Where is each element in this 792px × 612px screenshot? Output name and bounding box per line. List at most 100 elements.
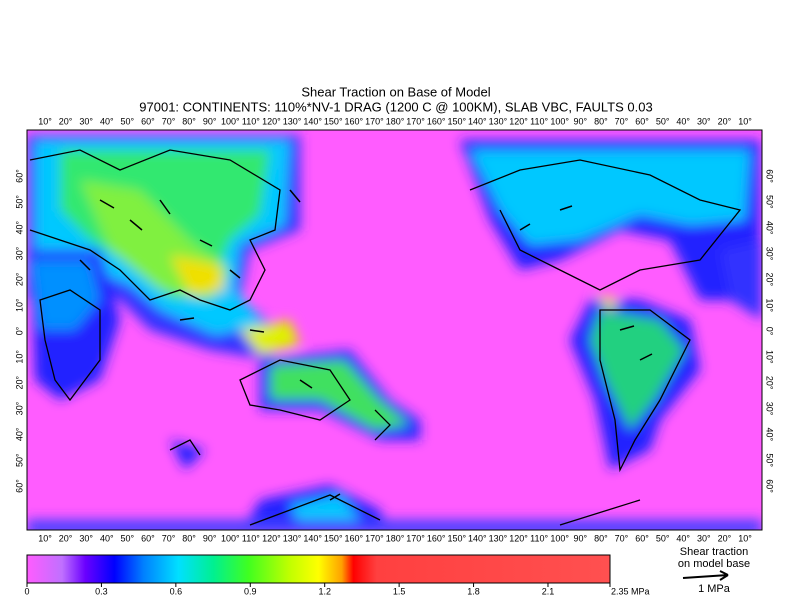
latitude-label: 40°: [14, 427, 24, 441]
longitude-label: 170°: [365, 116, 384, 126]
longitude-label: 100°: [221, 533, 240, 543]
longitude-label: 20°: [59, 533, 73, 543]
longitude-label: 130°: [489, 116, 508, 126]
longitude-label: 50°: [656, 533, 670, 543]
latitude-label: 10°: [14, 350, 24, 364]
map: [27, 130, 762, 530]
longitude-label: 160°: [427, 533, 446, 543]
latitude-label: 20°: [14, 375, 24, 389]
longitude-label: 140°: [468, 116, 487, 126]
colorbar-tick-label: 0.6: [170, 586, 183, 596]
colorbar-tick-label: 0.9: [244, 586, 257, 596]
latitude-label: 10°: [765, 298, 775, 312]
colorbar-tick-label: 0: [24, 586, 29, 596]
longitude-label: 70°: [162, 533, 176, 543]
latitude-label: 40°: [765, 221, 775, 235]
longitude-label: 90°: [203, 116, 217, 126]
longitude-label: 20°: [59, 116, 73, 126]
longitude-label: 30°: [79, 116, 93, 126]
longitude-label: 70°: [615, 533, 629, 543]
longitude-label: 180°: [386, 533, 405, 543]
longitude-label: 150°: [447, 533, 466, 543]
longitude-label: 120°: [262, 116, 281, 126]
longitude-label: 130°: [489, 533, 508, 543]
legend-arrow: [682, 570, 729, 581]
longitude-label: 50°: [656, 116, 670, 126]
longitude-label: 130°: [283, 533, 302, 543]
traction-arrows: [79, 189, 653, 501]
latitude-label: 20°: [765, 273, 775, 287]
longitude-label: 110°: [242, 533, 260, 543]
longitude-label: 180°: [386, 116, 405, 126]
latitude-label: 0°: [765, 327, 775, 336]
longitude-label: 160°: [345, 533, 364, 543]
longitude-label: 60°: [635, 533, 649, 543]
longitude-label: 100°: [550, 116, 569, 126]
longitude-label: 10°: [38, 116, 52, 126]
longitude-label: 50°: [121, 116, 135, 126]
colorbar-tick-label: 1.8: [467, 586, 480, 596]
latitude-label: 50°: [14, 453, 24, 467]
longitude-label: 60°: [141, 116, 155, 126]
latitude-label: 60°: [765, 479, 775, 493]
legend-title: Shear traction: [680, 546, 748, 558]
longitude-label: 70°: [615, 116, 629, 126]
latitude-label: 30°: [14, 246, 24, 260]
latitude-label: 60°: [765, 169, 775, 183]
latitude-label: 50°: [765, 195, 775, 209]
latitude-label: 0°: [14, 326, 24, 335]
colorbar-tick-label: 1.5: [393, 586, 406, 596]
longitude-label: 90°: [573, 533, 587, 543]
latitude-label: 20°: [765, 376, 775, 390]
latitude-label: 50°: [14, 195, 24, 209]
longitude-label: 160°: [345, 116, 364, 126]
longitude-label: 110°: [242, 116, 260, 126]
longitude-label: 90°: [203, 533, 217, 543]
longitude-label: 150°: [324, 533, 343, 543]
colorbar-tick-label: 1.2: [318, 586, 331, 596]
latitude-label: 10°: [765, 350, 775, 364]
longitude-label: 150°: [324, 116, 343, 126]
longitude-labels-top: 10° 20° 30° 40° 50° 60° 70° 80° 90° 100° 110° 120° 1…: [38, 116, 752, 126]
longitude-label: 30°: [79, 533, 93, 543]
longitude-label: 150°: [447, 116, 466, 126]
latitude-label: 10°: [14, 298, 24, 312]
longitude-label: 110°: [530, 116, 548, 126]
longitude-label: 10°: [38, 533, 52, 543]
colorbar-tick-label: 2.1: [542, 586, 555, 596]
longitude-label: 140°: [303, 533, 322, 543]
colorbar-tick-label: 2.35 MPa: [611, 586, 650, 596]
colorbar-ticks: 0 0.3 0.6 0.9 1.2 1.5 1.8 2.1 2.35 MPa: [24, 583, 650, 596]
colorbar: [26, 554, 611, 584]
longitude-label: 10°: [738, 533, 752, 543]
longitude-label: 110°: [530, 533, 548, 543]
longitude-label: 60°: [635, 116, 649, 126]
longitude-label: 30°: [697, 533, 711, 543]
longitude-label: 20°: [718, 116, 732, 126]
latitude-label: 20°: [14, 272, 24, 286]
latitude-label: 40°: [765, 428, 775, 442]
longitude-label: 100°: [550, 533, 569, 543]
longitude-label: 120°: [262, 533, 281, 543]
longitude-label: 80°: [594, 116, 608, 126]
legend-scale-label: 1 MPa: [698, 583, 731, 595]
latitude-labels-right: 60° 50° 40° 30° 20° 10° 0° 10° 20° 30° 40° 50° 60°: [765, 169, 775, 493]
latitude-labels-left: 60° 50° 40° 30° 20° 10° 0° 10° 20° 30° 40° 50° 60°: [14, 169, 24, 493]
latitude-label: 50°: [765, 453, 775, 467]
coastlines: [29, 149, 742, 526]
latitude-label: 30°: [765, 247, 775, 261]
longitude-label: 80°: [182, 116, 196, 126]
longitude-label: 90°: [573, 116, 587, 126]
traction-field: [27, 135, 762, 530]
longitude-label: 160°: [427, 116, 446, 126]
map-frame: [26, 129, 763, 531]
longitude-label: 130°: [283, 116, 302, 126]
map-title: Shear Traction on Base of Model: [301, 84, 490, 99]
latitude-label: 30°: [765, 402, 775, 416]
latitude-label: 60°: [14, 169, 24, 183]
longitude-label: 120°: [509, 116, 528, 126]
longitude-label: 40°: [100, 116, 114, 126]
latitude-label: 40°: [14, 220, 24, 234]
longitude-label: 30°: [697, 116, 711, 126]
